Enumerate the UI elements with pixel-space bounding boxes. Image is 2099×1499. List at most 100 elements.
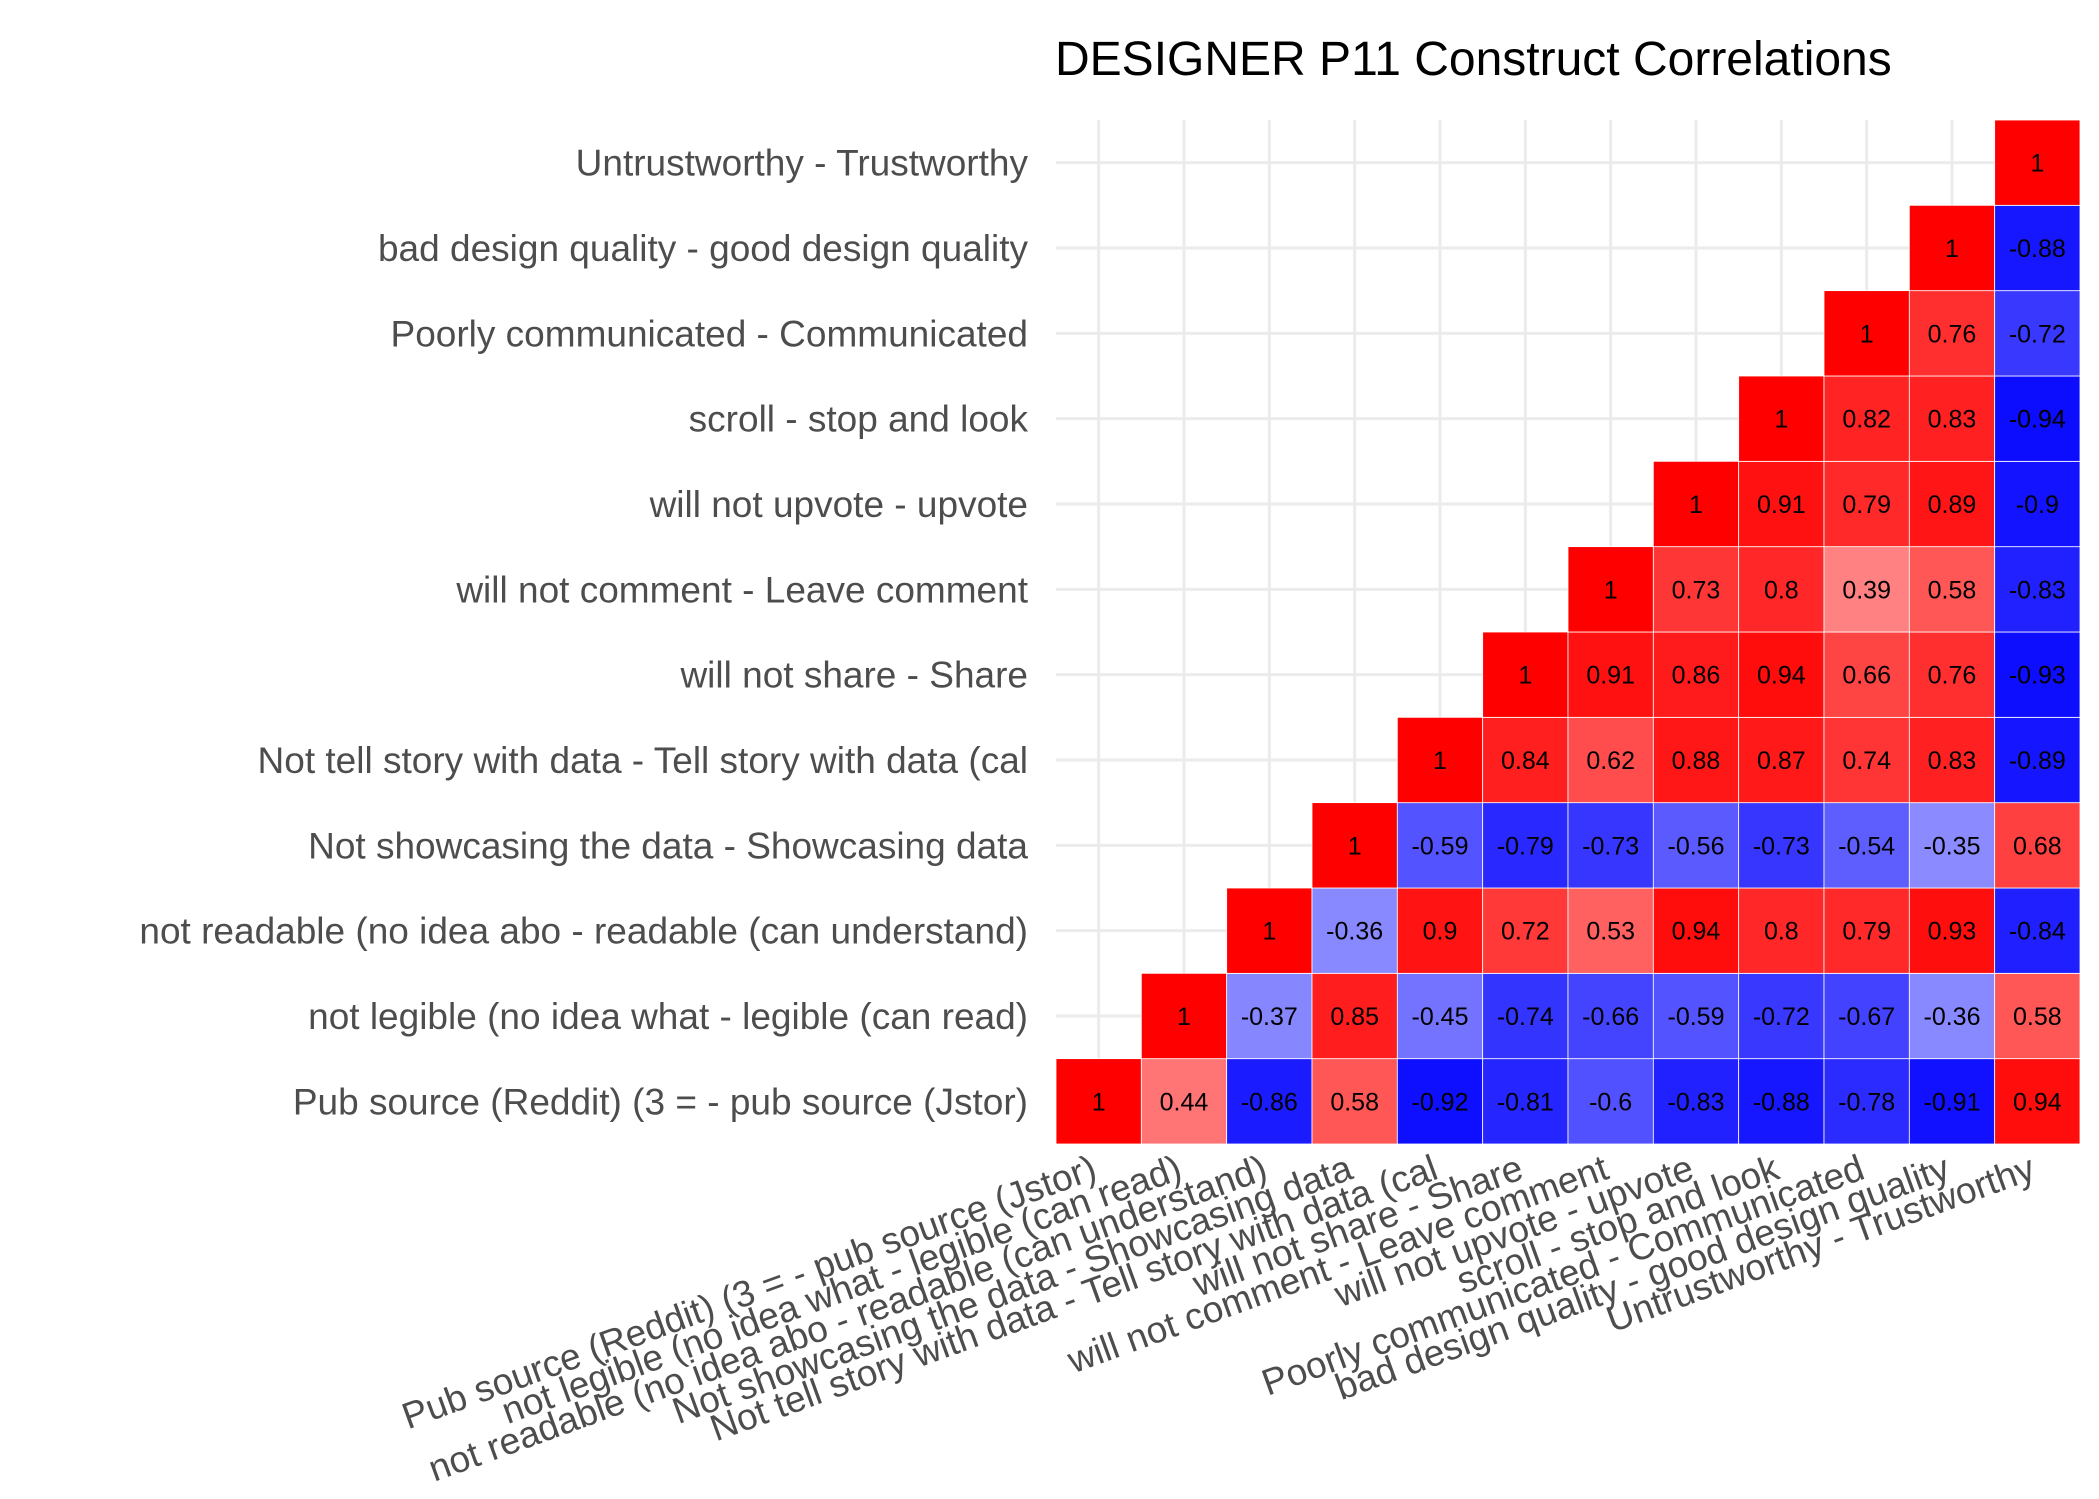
- y-tick-label: Untrustworthy - Trustworthy: [576, 143, 1029, 184]
- cell-value-label: 0.88: [1672, 747, 1721, 775]
- cell-value-label: 0.83: [1928, 406, 1977, 434]
- cell-value-label: -0.56: [1668, 832, 1725, 860]
- heatmap-cell: [1567, 1058, 1654, 1145]
- cell-value-label: 0.76: [1928, 320, 1977, 348]
- heatmap-cell: [1396, 802, 1484, 889]
- heatmap-cell: [1482, 972, 1569, 1060]
- cell-value-label: 0.9: [1423, 918, 1458, 946]
- heatmap-cell: [1482, 1058, 1569, 1145]
- cell-value-label: -0.83: [2009, 576, 2066, 604]
- heatmap-cell: [1908, 460, 1996, 548]
- cell-value-label: -0.9: [2016, 491, 2059, 519]
- cell-value-label: -0.54: [1838, 832, 1895, 860]
- cell-value-label: -0.36: [1326, 918, 1383, 946]
- heatmap-cell: [1652, 716, 1740, 804]
- cell-value-label: -0.84: [2009, 918, 2066, 946]
- x-axis-tick-labels: Pub source (Reddit) (3 = - pub source (J…: [397, 1147, 2041, 1490]
- cell-value-label: 0.68: [2013, 832, 2062, 860]
- cell-value-label: -0.92: [1412, 1088, 1469, 1116]
- cell-value-label: 0.58: [2013, 1003, 2062, 1031]
- cell-value-label: 1: [2030, 150, 2044, 178]
- heatmap-cell: [1823, 887, 1910, 974]
- cell-value-label: 1: [1092, 1088, 1106, 1116]
- cell-value-label: 1: [1860, 320, 1874, 348]
- heatmap-cell: [1823, 972, 1910, 1060]
- heatmap-cell: [1908, 887, 1996, 974]
- cell-value-label: 1: [1945, 235, 1959, 263]
- cell-value-label: 0.94: [1672, 918, 1721, 946]
- heatmap-cell: [1567, 716, 1654, 804]
- heatmap-cell: [1396, 887, 1484, 974]
- cell-value-label: 1: [1604, 576, 1618, 604]
- cell-value-label: -0.88: [2009, 235, 2066, 263]
- heatmap-cell: [1652, 972, 1740, 1060]
- heatmap-cell: [1482, 716, 1569, 804]
- cell-value-label: -0.6: [1589, 1088, 1632, 1116]
- heatmap-cell: [1908, 972, 1996, 1060]
- heatmap-cell: [1567, 546, 1654, 633]
- heatmap-cell: [1908, 546, 1996, 633]
- cell-value-label: -0.72: [2009, 320, 2066, 348]
- heatmap-cell: [1823, 290, 1910, 377]
- heatmap-cell: [1994, 1058, 2081, 1145]
- heatmap-cell: [1994, 204, 2081, 292]
- heatmap-cell: [1823, 802, 1910, 889]
- heatmap-cell: [1994, 887, 2081, 974]
- heatmap-cell: [1738, 802, 1825, 889]
- y-tick-label: will not share - Share: [679, 655, 1028, 696]
- cell-value-label: 0.94: [1757, 662, 1806, 690]
- cell-value-label: 0.44: [1160, 1088, 1209, 1116]
- cell-value-label: 1: [1689, 491, 1703, 519]
- heatmap-cell: [1738, 546, 1825, 633]
- heatmap-cell: [1652, 460, 1740, 548]
- cell-value-label: 0.94: [2013, 1088, 2062, 1116]
- heatmap-cell: [1311, 1058, 1398, 1145]
- cell-value-label: -0.78: [1838, 1088, 1895, 1116]
- cell-value-label: -0.93: [2009, 662, 2066, 690]
- cell-value-label: -0.59: [1668, 1003, 1725, 1031]
- cell-value-label: 0.58: [1330, 1088, 1379, 1116]
- cell-value-label: 1: [1774, 406, 1788, 434]
- heatmap-cell: [1311, 972, 1398, 1060]
- heatmap-cell: [1567, 972, 1654, 1060]
- cell-value-label: 0.83: [1928, 747, 1977, 775]
- cell-value-label: -0.79: [1497, 832, 1554, 860]
- y-tick-label: Poorly communicated - Communicated: [391, 313, 1028, 354]
- heatmap-cell: [1908, 716, 1996, 804]
- cell-value-label: 0.89: [1928, 491, 1977, 519]
- cell-value-label: 0.8: [1764, 918, 1799, 946]
- cell-value-label: -0.91: [1924, 1088, 1981, 1116]
- heatmap-cell: [1823, 375, 1910, 462]
- heatmap-cell: [1652, 1058, 1740, 1145]
- cell-value-label: -0.37: [1241, 1003, 1298, 1031]
- heatmap-cell: [1055, 1058, 1142, 1145]
- cell-value-label: 0.62: [1586, 747, 1635, 775]
- heatmap-cell: [1226, 972, 1313, 1060]
- y-tick-label: Not showcasing the data - Showcasing dat…: [308, 825, 1028, 866]
- cell-value-label: 0.58: [1928, 576, 1977, 604]
- y-tick-label: Not tell story with data - Tell story wi…: [258, 740, 1028, 781]
- heatmap-cell: [1311, 802, 1398, 889]
- heatmap-cell: [1140, 1058, 1228, 1145]
- cell-value-label: 0.84: [1501, 747, 1550, 775]
- cell-value-label: 0.72: [1501, 918, 1550, 946]
- cell-value-label: -0.73: [1582, 832, 1639, 860]
- heatmap-cell: [1396, 972, 1484, 1060]
- cell-value-labels: 1 0.44 -0.86 0.58 -0.92 -0.81 -0.6 -0.83 -0.88 -0…: [1092, 150, 2066, 1117]
- heatmap-cell: [1738, 631, 1825, 718]
- cell-value-label: 1: [1518, 662, 1532, 690]
- heatmap-cell: [1140, 972, 1228, 1060]
- heatmap-cell: [1994, 290, 2081, 377]
- heatmap-cell: [1567, 802, 1654, 889]
- cell-value-label: -0.73: [1753, 832, 1810, 860]
- heatmap-cell: [1994, 119, 2081, 206]
- heatmap-cell: [1823, 716, 1910, 804]
- cell-value-label: -0.59: [1412, 832, 1469, 860]
- cell-value-label: 1: [1262, 918, 1276, 946]
- cell-value-label: 0.66: [1842, 662, 1891, 690]
- cell-value-label: 0.53: [1586, 918, 1635, 946]
- heatmap-cell: [1994, 546, 2081, 633]
- cell-value-label: -0.74: [1497, 1003, 1554, 1031]
- heatmap-cell: [1908, 375, 1996, 462]
